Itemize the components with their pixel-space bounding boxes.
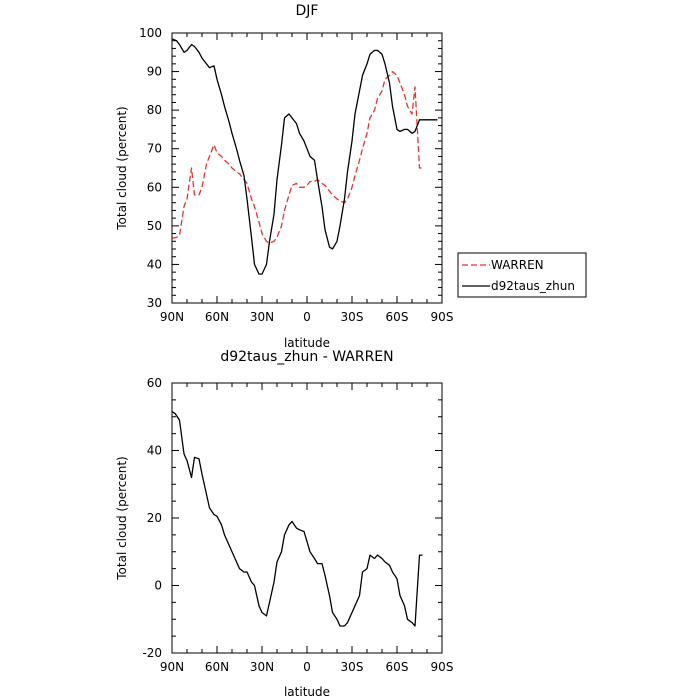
x-tick-label: 60N [205,310,229,324]
y-tick-label: -20 [142,646,162,660]
chart-legend: WARREN d92taus_zhun [457,252,587,298]
x-tick-label: 90N [160,660,184,674]
x-tick-label: 60N [205,660,229,674]
y-tick-label: 90 [147,65,162,79]
y-tick-label: 60 [147,180,162,194]
x-axis-label: latitude [284,336,330,350]
y-tick-label: 40 [147,257,162,271]
plot-frame [171,382,443,654]
x-tick-label: 0 [303,660,311,674]
x-tick-label: 90S [431,660,454,674]
y-axis-label: Total cloud (percent) [115,456,129,580]
legend-label: WARREN [491,258,544,272]
chart-title: DJF [296,3,319,19]
x-tick-label: 30N [250,310,274,324]
x-tick-label: 90N [160,310,184,324]
x-tick-label: 30S [341,660,364,674]
y-tick-label: 30 [147,296,162,310]
y-tick-label: 60 [147,376,162,390]
y-tick-label: 20 [147,511,162,525]
bottom-chart-panel: 90N 60N 30N 0 30S 60S 90S -20 0 20 40 60 d92taus_zhu… [115,349,453,699]
series-line-difference [171,411,423,627]
x-tick-label: 60S [386,310,409,324]
legend-box [457,252,587,298]
plot-frame [171,32,443,304]
x-tick-label: 0 [303,310,311,324]
y-tick-label: 100 [139,26,162,40]
x-tick-label: 60S [386,660,409,674]
series-line-warren [171,70,423,244]
y-axis-label: Total cloud (percent) [115,106,129,230]
y-tick-label: 40 [147,444,162,458]
x-tick-label: 90S [431,310,454,324]
series-line-d92taus_zhun [171,38,438,275]
y-tick-label: 80 [147,103,162,117]
y-tick-label: 70 [147,142,162,156]
x-axis-label: latitude [284,685,330,699]
x-tick-label: 30S [341,310,364,324]
chart-title: d92taus_zhun - WARREN [220,349,393,365]
legend-label: d92taus_zhun [491,279,575,293]
y-tick-label: 50 [147,219,162,233]
x-tick-label: 30N [250,660,274,674]
top-chart-panel: 90N 60N 30N 0 30S 60S 90S 30 40 50 60 70 80 90 100 DJF l… [115,3,453,350]
y-tick-label: 0 [154,579,162,593]
